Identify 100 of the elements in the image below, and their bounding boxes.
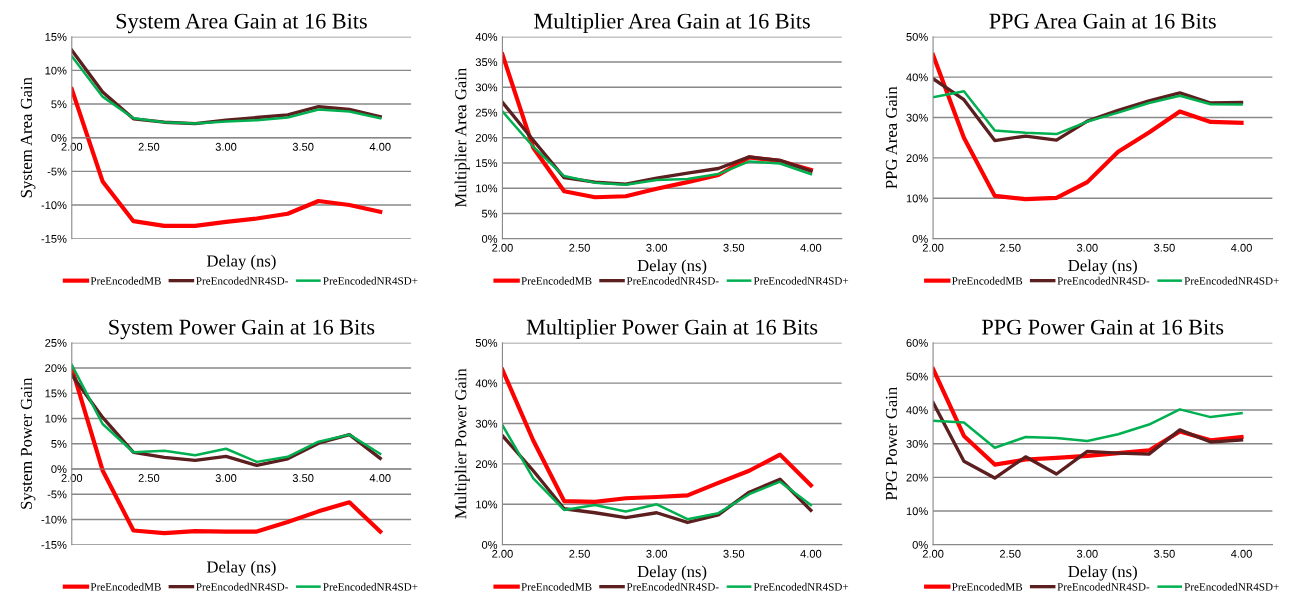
line-series <box>933 77 1244 143</box>
legend-label: PreEncodedNR4SD+ <box>1184 276 1279 285</box>
x-tick-label: 2.00 <box>492 549 513 558</box>
x-tick-label: 2.00 <box>61 474 83 482</box>
x-tick-label: 2.50 <box>569 243 590 252</box>
x-axis-title: Delay (ns) <box>637 259 707 275</box>
x-tick-label: 3.00 <box>215 142 237 151</box>
line-series <box>933 52 1244 202</box>
y-tick-label: 30% <box>906 113 928 122</box>
legend-label: PreEncodedMB <box>952 582 1023 591</box>
x-tick-label: 3.00 <box>646 549 668 558</box>
chart-title: Multiplier Area Gain at 16 Bits <box>534 12 810 34</box>
x-tick-label: 2.50 <box>999 243 1021 252</box>
x-tick-label: 2.50 <box>138 474 160 482</box>
x-tick-label: 3.00 <box>1076 549 1098 558</box>
y-tick-label: 40% <box>475 32 498 41</box>
y-tick-label: 10% <box>906 507 928 516</box>
chart-title: PPG Power Gain at 16 Bits <box>982 319 1224 335</box>
legend-label: PreEncodedMB <box>952 276 1023 285</box>
line-series <box>933 90 1243 136</box>
chart-title: System Power Gain at 16 Bits <box>109 319 375 340</box>
x-tick-label: 2.50 <box>569 549 590 558</box>
chart-title: Multiplier Power Gain at 16 Bits <box>526 318 818 340</box>
y-tick-label: 30% <box>475 419 498 428</box>
legend-label: PreEncodedNR4SD- <box>626 582 719 591</box>
line-series <box>933 400 1244 480</box>
y-tick-label: 60% <box>906 338 928 347</box>
chart-title: PPG Area Gain at 16 Bits <box>989 13 1216 29</box>
x-axis-title: Delay (ns) <box>637 565 707 581</box>
y-tick-label: -5% <box>47 490 67 499</box>
legend-label: PreEncodedMB <box>521 276 592 285</box>
y-tick-label: 5% <box>51 100 67 109</box>
y-tick-label: 50% <box>475 338 498 347</box>
legend-label: PreEncodedNR4SD- <box>196 276 289 285</box>
legend-label: PreEncodedMB <box>521 582 592 591</box>
x-tick-label: 4.00 <box>1230 549 1252 558</box>
x-tick-label: 4.00 <box>369 474 391 482</box>
x-tick-label: 3.00 <box>1076 243 1098 252</box>
x-tick-label: 2.00 <box>922 243 944 252</box>
y-tick-label: -10% <box>41 515 67 524</box>
legend-label: PreEncodedNR4SD+ <box>323 276 418 285</box>
y-tick-label: 40% <box>906 406 928 415</box>
y-axis-title: Multiplier Area Gain <box>454 68 470 208</box>
x-tick-label: 4.00 <box>800 243 822 252</box>
legend-label: PreEncodedNR4SD+ <box>323 582 418 591</box>
chart-title: System Area Gain at 16 Bits <box>116 13 367 34</box>
x-tick-label: 2.00 <box>492 243 513 252</box>
y-tick-label: 40% <box>906 73 928 82</box>
y-tick-label: 20% <box>906 154 928 163</box>
x-tick-label: 2.50 <box>138 142 160 151</box>
line-series <box>502 367 813 504</box>
line-series <box>933 408 1243 449</box>
x-tick-label: 2.00 <box>922 549 944 558</box>
x-tick-label: 3.50 <box>1154 243 1175 252</box>
x-tick-label: 4.00 <box>800 549 822 558</box>
legend-label: PreEncodedNR4SD+ <box>753 276 849 285</box>
x-tick-label: 3.50 <box>1154 549 1175 558</box>
legend-label: PreEncodedMB <box>90 582 161 591</box>
y-tick-label: 10% <box>476 184 498 193</box>
legend-label: PreEncodedNR4SD- <box>1057 582 1150 591</box>
y-axis-title: PPG Power Gain <box>885 387 898 501</box>
y-axis-title: PPG Area Gain <box>885 86 898 189</box>
y-tick-label: -10% <box>41 201 67 210</box>
y-tick-label: 50% <box>906 32 928 41</box>
legend-label: PreEncodedMB <box>90 276 161 285</box>
legend-label: PreEncodedNR4SD- <box>196 582 289 591</box>
x-tick-label: 3.00 <box>215 474 237 482</box>
y-tick-label: 5% <box>51 440 67 448</box>
y-tick-label: 10% <box>906 194 928 203</box>
y-tick-label: 25% <box>45 338 67 347</box>
legend-label: PreEncodedNR4SD- <box>1057 276 1150 285</box>
x-tick-label: 3.50 <box>723 549 745 558</box>
y-tick-label: 15% <box>45 33 67 41</box>
y-tick-label: 10% <box>45 66 67 75</box>
y-tick-label: 0% <box>51 133 67 142</box>
y-tick-label: 0% <box>481 234 498 243</box>
y-axis-title: System Power Gain <box>20 377 36 509</box>
y-tick-label: 20% <box>475 133 498 142</box>
y-tick-label: 50% <box>906 372 928 381</box>
y-tick-label: 5% <box>481 209 498 218</box>
x-axis-title: Delay (ns) <box>1068 565 1137 581</box>
y-tick-label: 30% <box>906 439 928 448</box>
y-tick-label: 20% <box>45 364 67 373</box>
y-tick-label: 10% <box>45 414 67 423</box>
x-axis-title: Delay (ns) <box>206 560 276 576</box>
y-tick-label: -15% <box>41 541 67 549</box>
y-tick-label: 0% <box>481 540 498 549</box>
x-tick-label: 2.50 <box>999 549 1021 558</box>
legend-label: PreEncodedNR4SD+ <box>1184 582 1279 591</box>
y-tick-label: 30% <box>475 83 498 92</box>
y-tick-label: 25% <box>475 108 498 117</box>
x-axis-title: Delay (ns) <box>1068 259 1137 275</box>
x-axis-title: Delay (ns) <box>206 254 276 270</box>
y-tick-label: 15% <box>45 389 67 398</box>
y-tick-label: -5% <box>47 167 67 176</box>
y-tick-label: 40% <box>475 379 498 388</box>
y-tick-label: 10% <box>476 500 498 509</box>
x-tick-label: 4.00 <box>369 142 391 151</box>
x-tick-label: 3.50 <box>292 142 314 151</box>
y-tick-label: 0% <box>912 540 928 549</box>
